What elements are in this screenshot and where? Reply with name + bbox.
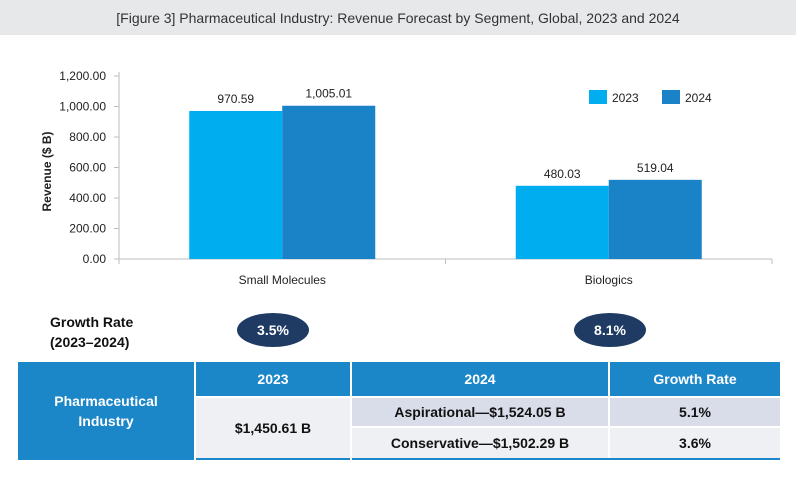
legend-label-2024: 2024 [685,91,712,105]
bar-2024-0 [282,105,376,259]
table-bottom-rule [352,458,780,460]
x-tick-label: Small Molecules [239,273,326,287]
y-tick-label: 0.00 [83,252,107,266]
table-cell-aspirational: Aspirational—$1,524.05 B [352,398,608,426]
data-label: 970.59 [217,92,254,106]
legend-swatch-2023 [589,90,607,104]
y-tick-label: 600.00 [69,161,106,175]
growth-pill-biologics: 8.1% [574,313,646,347]
bar-2023-1 [515,185,609,259]
y-tick-label: 1,200.00 [59,69,106,83]
legend-label-2023: 2023 [612,91,639,105]
table-cell-conservative: Conservative—$1,502.29 B [352,428,608,458]
growth-pill-small-molecules: 3.5% [237,313,309,347]
y-axis-title: Revenue ($ B) [40,131,54,211]
table-header-growth-rate: Growth Rate [610,362,780,396]
table-row-label-line2: Industry [78,413,134,429]
y-tick-label: 200.00 [69,222,106,236]
table-header-2023: 2023 [196,362,350,396]
growth-rate-label-line1: Growth Rate [50,314,134,330]
table-cell-conservative-growth: 3.6% [610,428,780,458]
legend-swatch-2024 [662,90,680,104]
table-row-label: Pharmaceutical Industry [18,362,194,460]
figure-title: [Figure 3] Pharmaceutical Industry: Reve… [0,0,796,35]
y-tick-label: 1,000.00 [59,100,106,114]
y-tick-label: 400.00 [69,191,106,205]
table-header-2024: 2024 [352,362,608,396]
x-tick-label: Biologics [585,273,633,287]
growth-rate-label-line2: (2023–2024) [50,334,130,350]
data-label: 519.04 [637,161,674,175]
bar-2023-0 [189,110,283,260]
table-cell-aspirational-growth: 5.1% [610,398,780,426]
data-label: 480.03 [544,167,581,181]
y-tick-label: 800.00 [69,130,106,144]
table-row-label-line1: Pharmaceutical [54,393,158,409]
bar-2024-1 [608,179,702,259]
data-label: 1,005.01 [305,87,352,101]
industry-forecast-table: Pharmaceutical Industry 2023 2024 Growth… [18,362,780,460]
growth-rate-label: Growth Rate (2023–2024) [50,312,133,352]
table-cell-2023-value: $1,450.61 B [196,398,350,460]
revenue-bar-chart: 0.00 200.00 400.00 600.00 800.00 1,000.00 1,20… [40,69,773,287]
